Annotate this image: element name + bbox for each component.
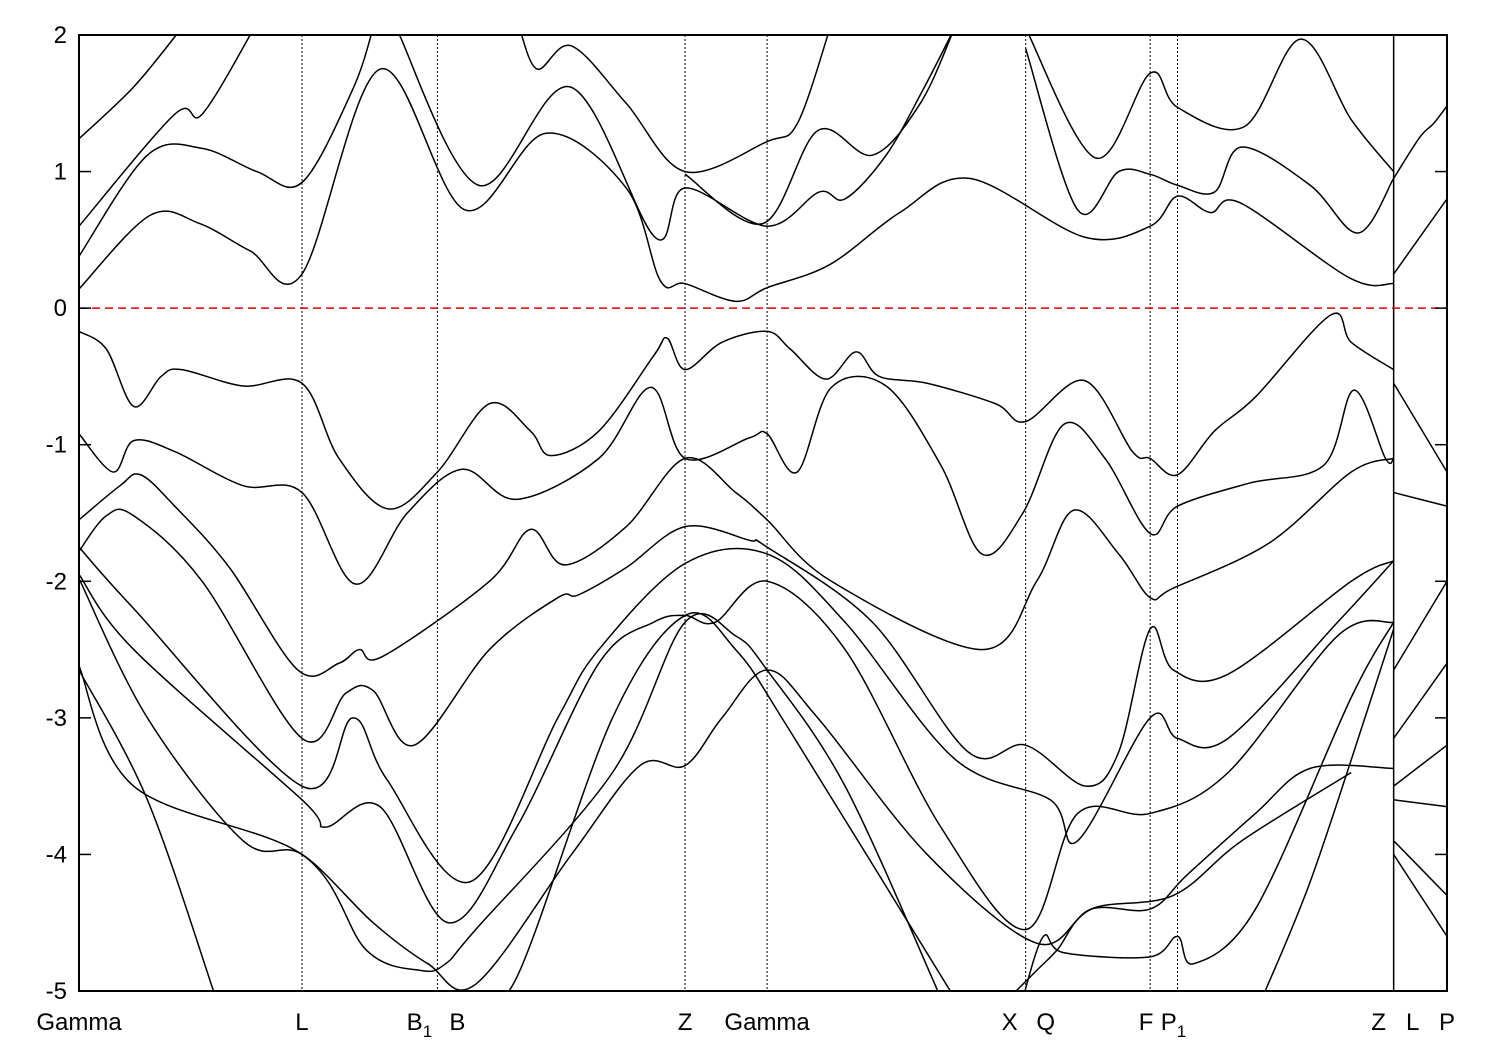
x-tick-label-text: Gamma xyxy=(724,1009,810,1036)
x-tick-label-text: X xyxy=(1002,1009,1018,1036)
band-v2 xyxy=(79,375,1395,585)
x-tick-label-text: Q xyxy=(1036,1009,1055,1036)
x-tick-label-text: B xyxy=(449,1009,465,1036)
band-c1 xyxy=(79,68,1394,303)
band-v8b xyxy=(1024,621,1395,991)
band-v1 xyxy=(79,312,1395,510)
band-v4 xyxy=(79,508,1394,787)
x-tick-label-text: Gamma xyxy=(36,1009,122,1036)
x-tick-label: X xyxy=(1002,1009,1018,1036)
band-v3-lp xyxy=(1393,580,1447,671)
y-tick-label: -3 xyxy=(46,705,67,732)
band-v11 xyxy=(1015,771,1352,991)
band-c1-lp xyxy=(1393,198,1447,275)
band-c6 xyxy=(520,35,829,174)
y-tick-label: 1 xyxy=(54,159,67,186)
y-tick-label: -5 xyxy=(46,978,67,1005)
band-v1-lp xyxy=(1393,382,1447,473)
band-c5 xyxy=(79,35,178,140)
bands xyxy=(79,35,1447,991)
x-tick-label: Gamma xyxy=(36,1009,122,1036)
x-tick-label-text: L xyxy=(1406,1009,1419,1036)
x-tick-label-subscript: 1 xyxy=(1177,1022,1186,1041)
y-tick-label: 0 xyxy=(54,295,67,322)
band-v6-lp xyxy=(1393,799,1447,808)
x-tick-label-text: L xyxy=(295,1009,308,1036)
band-v5-lp xyxy=(1393,744,1447,787)
y-axis: 2 1 0 -1 -2 -3 -4 -5 xyxy=(46,22,1447,1005)
x-tick-label: B xyxy=(449,1009,465,1036)
x-tick-label-text: Z xyxy=(678,1009,693,1036)
x-tick-label: Z xyxy=(1371,1009,1386,1036)
y-tick-label: -4 xyxy=(46,841,67,868)
band-v6 xyxy=(79,574,1394,931)
band-v7-lp xyxy=(1393,840,1447,896)
x-axis: Gamma L B1 B Z Gamma X Q F P1 Z L P xyxy=(36,1009,1455,1041)
band-v10 xyxy=(507,612,952,991)
x-tick-label-text: P xyxy=(1161,1009,1177,1036)
band-v8 xyxy=(79,613,939,991)
band-c9 xyxy=(1024,48,1395,234)
band-c8 xyxy=(1028,35,1395,173)
x-tick-label: P1 xyxy=(1161,1009,1186,1041)
band-v7 xyxy=(79,578,1394,991)
band-v3 xyxy=(79,456,1394,677)
x-tick-label-text: P xyxy=(1439,1009,1455,1036)
x-tick-label-subscript: 1 xyxy=(423,1022,432,1041)
x-tick-label: Q xyxy=(1036,1009,1055,1036)
x-tick-label: L xyxy=(1406,1009,1419,1036)
x-tick-label: P xyxy=(1439,1009,1455,1036)
x-tick-label: L xyxy=(295,1009,308,1036)
band-c7 xyxy=(684,35,953,225)
x-tick-label-text: F xyxy=(1139,1009,1154,1036)
band-c10 xyxy=(1393,105,1447,179)
y-tick-label: -2 xyxy=(46,568,67,595)
kpoint-lines xyxy=(301,35,1395,991)
band-v8-lp xyxy=(1393,854,1447,937)
band-v2-lp xyxy=(1393,491,1447,507)
x-tick-label: F xyxy=(1139,1009,1154,1036)
band-v9 xyxy=(79,669,215,991)
plot-frame xyxy=(78,34,1448,992)
x-tick-label-text: Z xyxy=(1371,1009,1386,1036)
band-c3 xyxy=(398,35,952,241)
y-tick-label: -1 xyxy=(46,432,67,459)
x-tick-label: Gamma xyxy=(724,1009,810,1036)
x-tick-label-text: B xyxy=(407,1009,423,1036)
band-v4-lp xyxy=(1393,662,1447,739)
band-v5 xyxy=(79,546,1395,884)
x-tick-label: B1 xyxy=(407,1009,432,1041)
x-tick-label: Z xyxy=(678,1009,693,1036)
y-tick-label: 2 xyxy=(54,22,67,49)
band-v12 xyxy=(1264,628,1395,991)
band-c4 xyxy=(79,35,252,227)
band-c2 xyxy=(79,35,372,257)
